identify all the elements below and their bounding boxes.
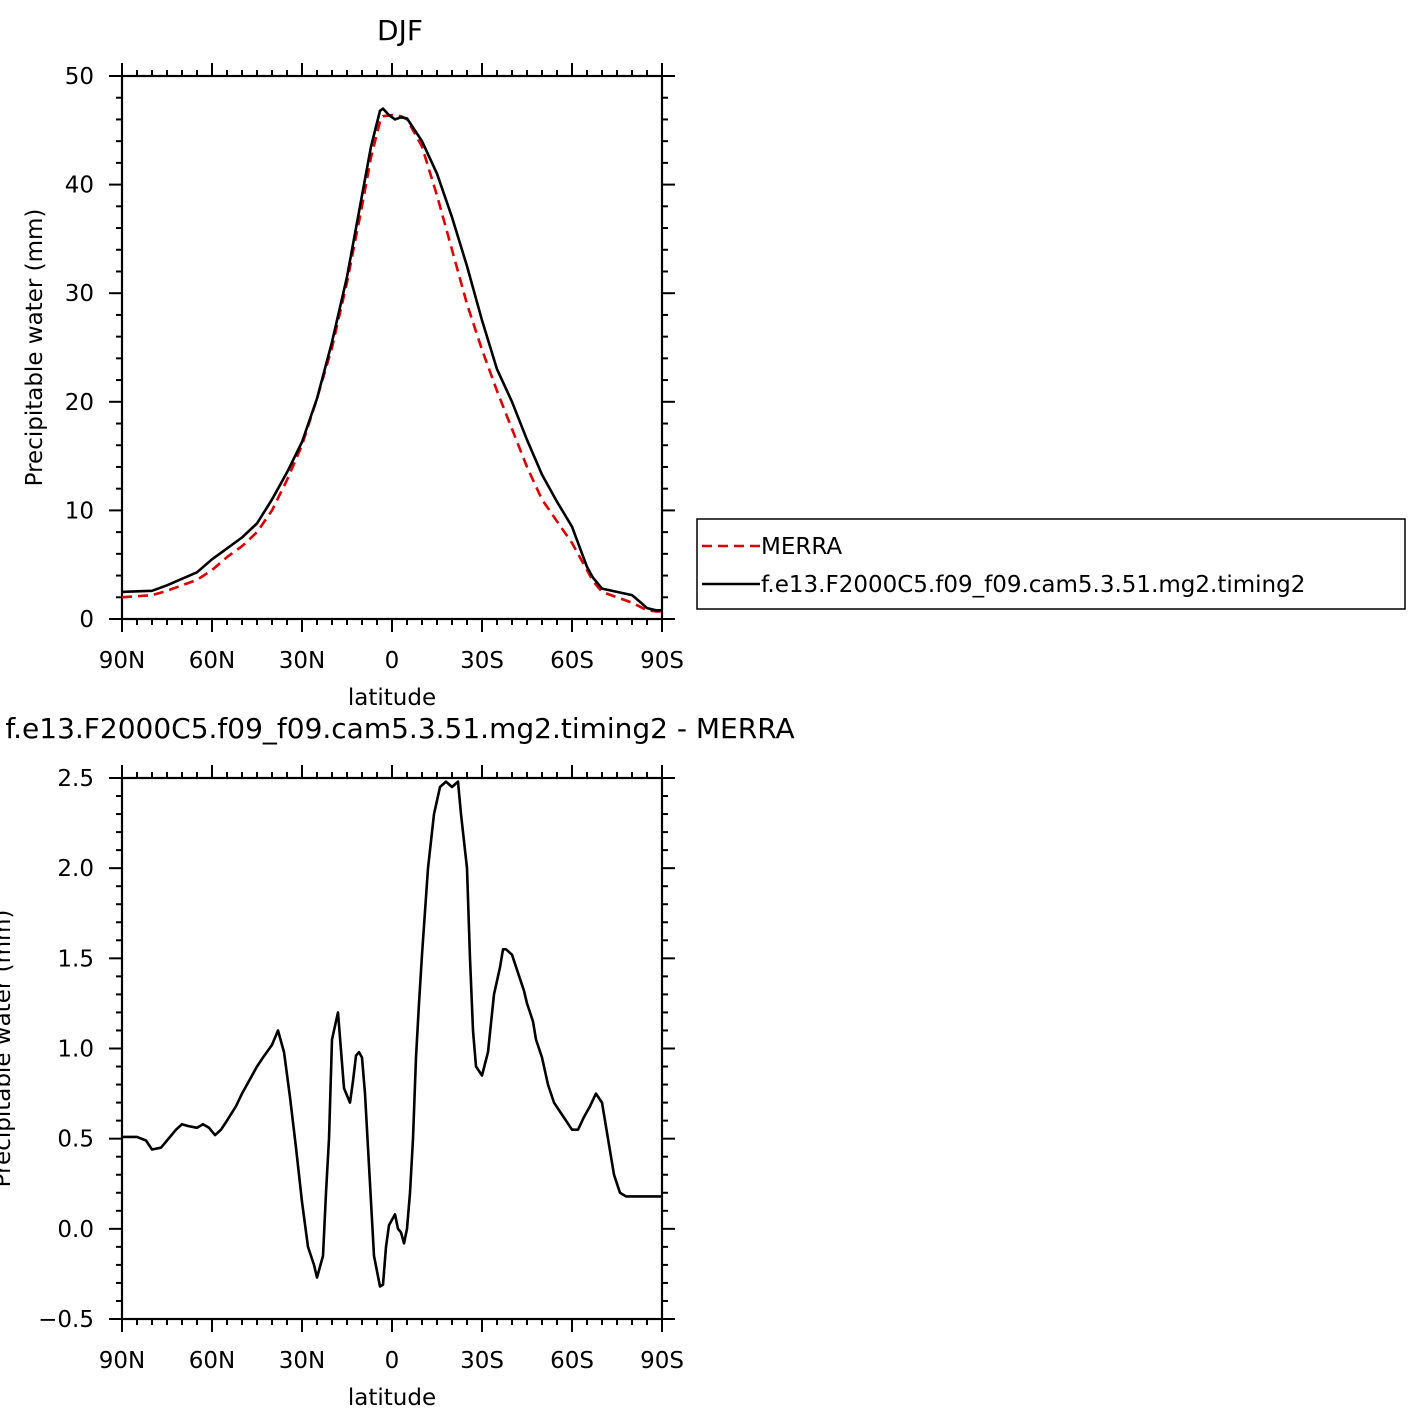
y-axis-label: Precipitable water (mm) [0,910,16,1188]
legend-entry: MERRA [761,534,842,560]
y-tick-label: −0.5 [38,1307,94,1333]
y-tick-label: 10 [65,498,94,524]
x-tick-label: 30N [279,648,325,674]
y-tick-label: 0.0 [57,1217,94,1243]
series-line-1 [121,113,662,613]
y-tick-label: 20 [65,390,94,416]
y-tick-label: 2.5 [57,766,94,792]
y-tick-label: 0.5 [57,1127,94,1153]
x-tick-label: 30S [460,648,504,674]
x-tick-label: 60S [550,648,594,674]
x-tick-label: 0 [385,648,400,674]
y-tick-label: 1.5 [57,946,94,972]
y-tick-label: 0 [79,607,94,633]
x-tick-label: 30N [279,1348,325,1374]
chart-title: DJF [377,14,423,47]
chart-2: f.e13.F2000C5.f09_f09.cam5.3.51.mg2.timi… [0,712,795,1411]
plot-frame [120,776,664,1321]
plot-frame [120,74,664,621]
y-tick-label: 2.0 [57,856,94,882]
x-tick-label: 30S [460,1348,504,1374]
x-tick-label: 90S [640,648,684,674]
x-tick-label: 60S [550,1348,594,1374]
x-axis-label: latitude [348,685,436,711]
x-tick-label: 60N [189,648,235,674]
x-tick-label: 0 [385,1348,400,1374]
y-tick-label: 40 [65,173,94,199]
legend-entry: f.e13.F2000C5.f09_f09.cam5.3.51.mg2.timi… [761,572,1305,598]
x-tick-label: 90N [99,1348,145,1374]
series-line-1 [122,780,662,1288]
y-axis-label: Precipitable water (mm) [22,209,48,487]
legend-box [696,518,1406,610]
y-tick-label: 50 [65,64,94,90]
series-line-2 [121,107,662,612]
y-tick-label: 30 [65,281,94,307]
x-axis-label: latitude [348,1385,436,1411]
x-tick-label: 90N [99,648,145,674]
chart-1: DJF 90N 60N 30N 0 30S 60S 90S 0 10 20 30 40 50 latitud… [22,14,1406,711]
y-tick-label: 1.0 [57,1037,94,1063]
x-tick-label: 90S [640,1348,684,1374]
chart-title: f.e13.F2000C5.f09_f09.cam5.3.51.mg2.timi… [5,712,794,745]
x-tick-label: 60N [189,1348,235,1374]
legend: MERRA f.e13.F2000C5.f09_f09.cam5.3.51.mg2… [696,518,1406,610]
